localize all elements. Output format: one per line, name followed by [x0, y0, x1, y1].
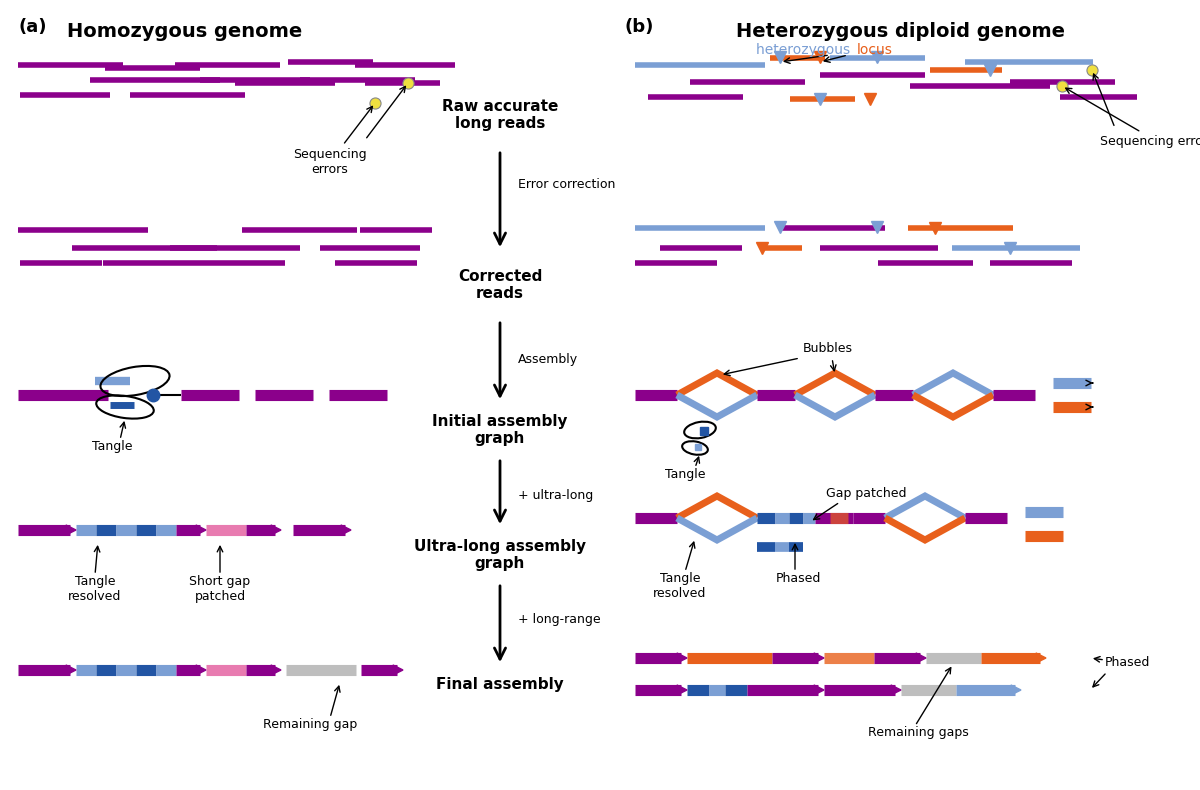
Text: Homozygous genome: Homozygous genome — [67, 22, 302, 41]
Text: Phased: Phased — [775, 572, 821, 585]
Text: (a): (a) — [18, 18, 47, 36]
Text: Gap patched: Gap patched — [826, 487, 906, 500]
Polygon shape — [890, 685, 901, 695]
Polygon shape — [341, 525, 352, 535]
Polygon shape — [677, 685, 686, 695]
Polygon shape — [394, 665, 403, 675]
Text: locus: locus — [857, 43, 893, 57]
Text: Raw accurate
long reads: Raw accurate long reads — [442, 99, 558, 131]
Text: Assembly: Assembly — [518, 353, 578, 367]
Text: Ultra-long assembly
graph: Ultra-long assembly graph — [414, 539, 586, 571]
Text: Phased: Phased — [1105, 656, 1151, 668]
Text: Remaining gaps: Remaining gaps — [868, 726, 968, 739]
Polygon shape — [814, 685, 824, 695]
Text: Initial assembly
graph: Initial assembly graph — [432, 414, 568, 446]
Text: + ultra-long: + ultra-long — [518, 488, 593, 502]
Text: + long-range: + long-range — [518, 614, 601, 626]
Text: Final assembly: Final assembly — [436, 678, 564, 693]
Text: Tangle
resolved: Tangle resolved — [653, 572, 707, 600]
Text: heterozygous: heterozygous — [756, 43, 854, 57]
Text: Bubbles: Bubbles — [803, 342, 853, 355]
Text: Sequencing
errors: Sequencing errors — [293, 107, 372, 176]
Text: Heterozygous diploid genome: Heterozygous diploid genome — [736, 22, 1064, 41]
Text: Error correction: Error correction — [518, 179, 616, 191]
Text: Tangle: Tangle — [91, 440, 132, 453]
Polygon shape — [66, 665, 76, 675]
Polygon shape — [1036, 653, 1046, 663]
Polygon shape — [271, 665, 281, 675]
Text: Tangle
resolved: Tangle resolved — [68, 575, 121, 603]
Polygon shape — [916, 653, 926, 663]
Polygon shape — [814, 653, 824, 663]
Text: Short gap
patched: Short gap patched — [190, 575, 251, 603]
Polygon shape — [66, 525, 76, 535]
Polygon shape — [1010, 685, 1021, 695]
Text: Sequencing errors: Sequencing errors — [1066, 88, 1200, 148]
Polygon shape — [677, 653, 686, 663]
Text: Corrected
reads: Corrected reads — [458, 269, 542, 301]
Polygon shape — [196, 665, 206, 675]
Polygon shape — [196, 525, 206, 535]
Text: Tangle: Tangle — [665, 468, 706, 481]
Text: Remaining gap: Remaining gap — [263, 718, 358, 731]
Text: (b): (b) — [625, 18, 654, 36]
Polygon shape — [271, 525, 281, 535]
